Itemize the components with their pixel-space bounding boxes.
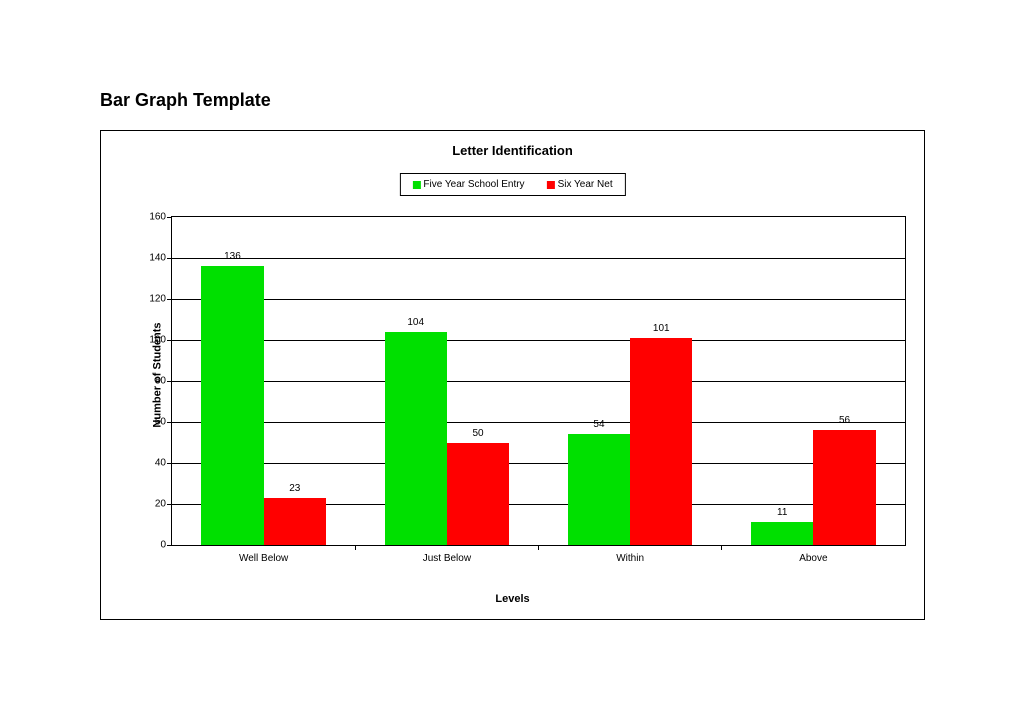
legend-item: Five Year School Entry [412,179,524,190]
legend-swatch-icon [547,181,555,189]
y-tick-label: 40 [155,458,172,469]
x-tick-mark [355,545,356,550]
bar: 104 [385,332,447,545]
y-tick-label: 120 [149,294,172,305]
page-title: Bar Graph Template [100,90,271,111]
x-tick-label: Above [799,545,827,564]
legend-item: Six Year Net [547,179,613,190]
y-tick-label: 100 [149,335,172,346]
plot-area: 020406080100120140160Well Below13623Just… [171,216,906,546]
chart-container: Letter Identification Five Year School E… [100,130,925,620]
y-tick-label: 60 [155,417,172,428]
legend-label: Six Year Net [558,179,613,190]
bar: 54 [568,434,630,545]
gridline [172,299,905,300]
bar-value-label: 104 [407,317,424,328]
page: Bar Graph Template Letter Identification… [0,0,1024,723]
x-tick-label: Just Below [423,545,471,564]
x-axis-title: Levels [101,593,924,605]
legend: Five Year School Entry Six Year Net [399,173,625,196]
bar-value-label: 23 [289,483,300,494]
gridline [172,463,905,464]
bar-value-label: 11 [777,507,787,518]
bar: 23 [264,498,326,545]
gridline [172,258,905,259]
bar-value-label: 54 [593,419,604,430]
x-tick-mark [538,545,539,550]
y-tick-label: 20 [155,499,172,510]
gridline [172,381,905,382]
legend-swatch-icon [412,181,420,189]
y-tick-label: 140 [149,253,172,264]
bar-value-label: 136 [224,251,241,262]
y-tick-label: 0 [160,540,172,551]
y-tick-label: 80 [155,376,172,387]
x-tick-label: Well Below [239,545,288,564]
bar: 136 [201,266,263,545]
bar: 56 [813,430,875,545]
y-tick-label: 160 [149,212,172,223]
legend-label: Five Year School Entry [423,179,524,190]
bar-value-label: 101 [653,323,670,334]
x-tick-mark [721,545,722,550]
bar-value-label: 56 [839,415,850,426]
x-tick-label: Within [616,545,644,564]
bar: 50 [447,443,509,546]
bar: 11 [751,522,813,545]
chart-title: Letter Identification [101,143,924,158]
gridline [172,422,905,423]
bar: 101 [630,338,692,545]
gridline [172,340,905,341]
bar-value-label: 50 [472,428,483,439]
